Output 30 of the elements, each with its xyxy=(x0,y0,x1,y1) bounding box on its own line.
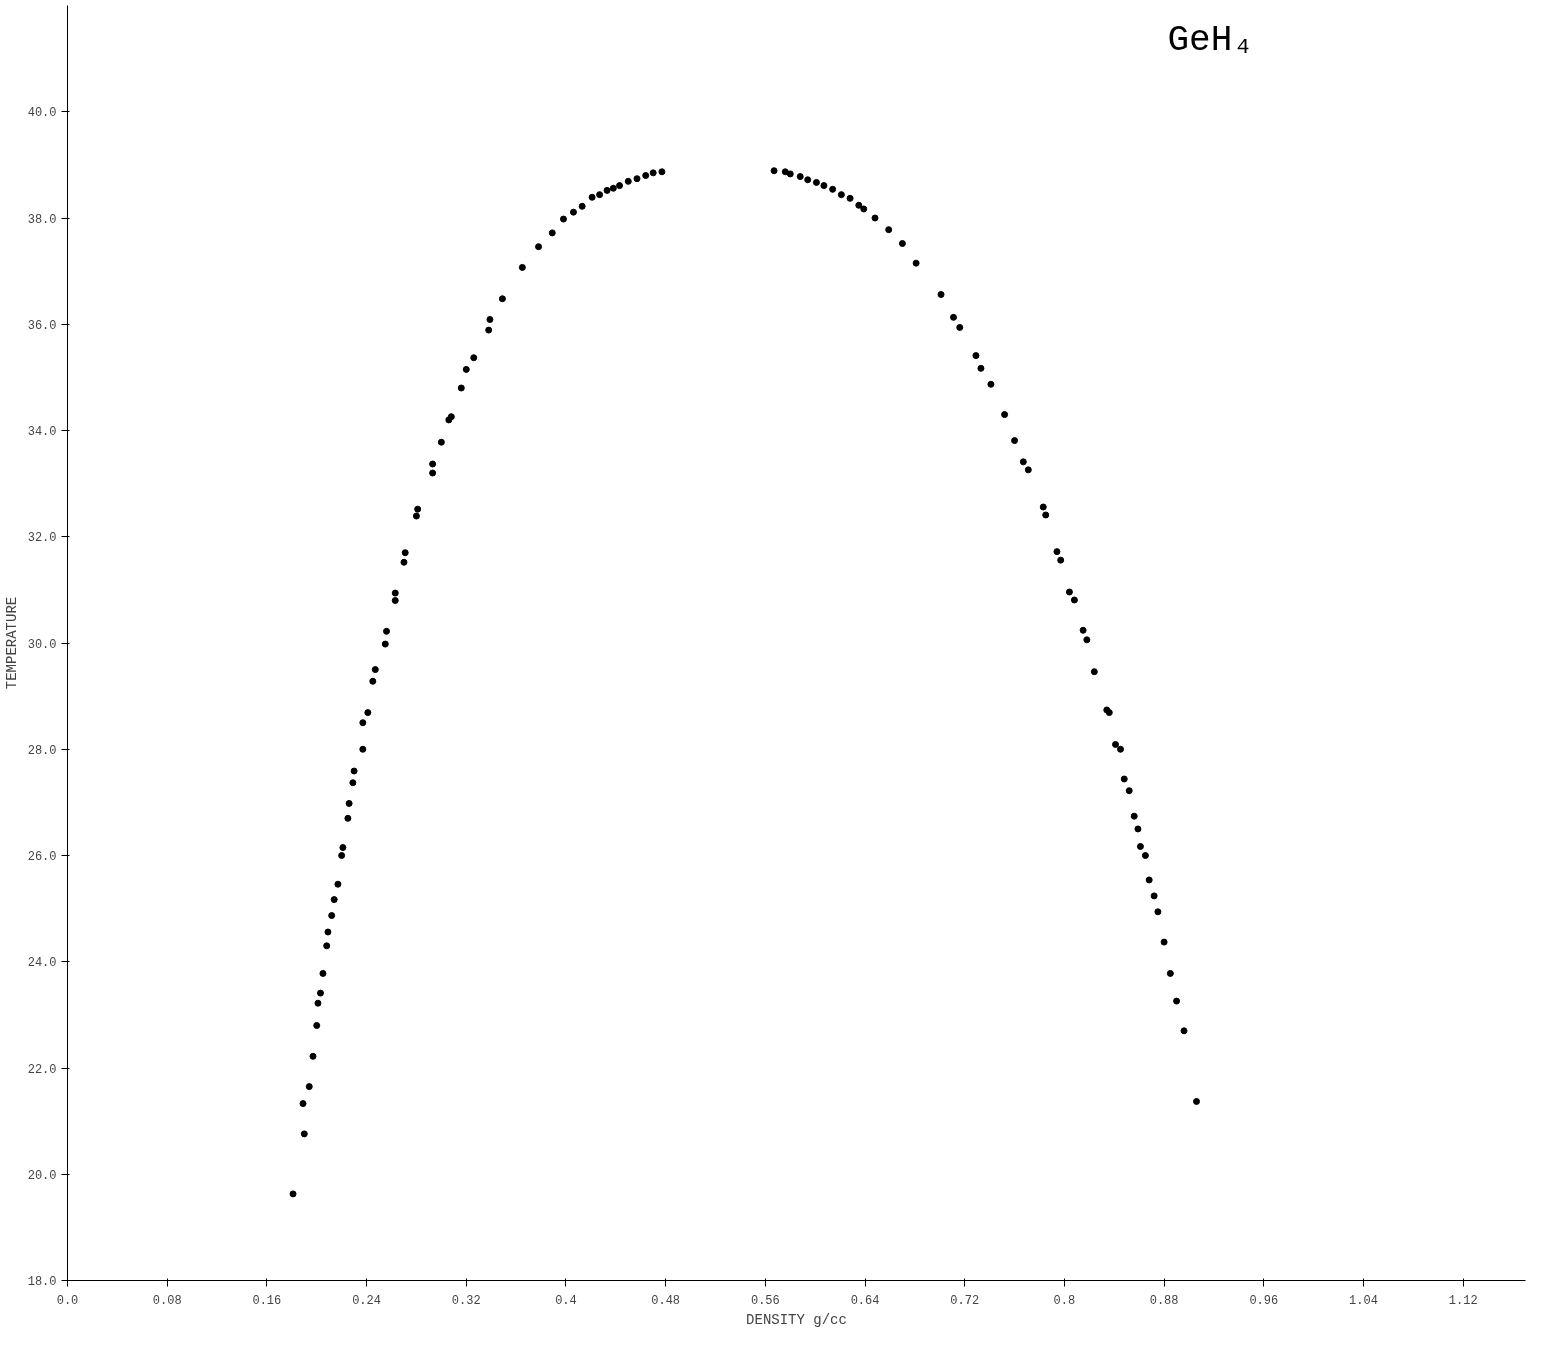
x-tick-label: 0.0 xyxy=(56,1293,79,1308)
y-tick-label: 18.0 xyxy=(27,1275,57,1289)
x-tick-label: 0.48 xyxy=(651,1293,681,1308)
y-tick-label: 32.0 xyxy=(27,531,57,546)
x-tick-label: 0.88 xyxy=(1149,1293,1179,1308)
y-tick-label: 24.0 xyxy=(27,956,57,971)
x-tick-label: 0.08 xyxy=(152,1293,182,1308)
y-tick-label: 22.0 xyxy=(27,1062,57,1077)
y-tick-label: 20.0 xyxy=(27,1168,57,1183)
y-tick-label: 30.0 xyxy=(27,637,57,652)
y-tick-label: 36.0 xyxy=(27,318,57,333)
x-tick-label: 0.8 xyxy=(1053,1293,1076,1308)
x-tick-label: 0.24 xyxy=(352,1293,381,1308)
y-tick-label: 40.0 xyxy=(27,106,57,121)
x-tick-label: 0.96 xyxy=(1249,1293,1279,1308)
y-tick-label: 34.0 xyxy=(27,425,57,439)
x-tick-label: 0.64 xyxy=(850,1293,880,1308)
y-tick-label: 38.0 xyxy=(27,212,57,227)
x-axis-title: DENSITY g/cc xyxy=(746,1311,847,1328)
x-tick-label: 1.12 xyxy=(1448,1293,1478,1308)
x-tick-label: 0.16 xyxy=(252,1293,282,1308)
x-tick-label: 1.04 xyxy=(1349,1293,1378,1308)
y-tick-label: 26.0 xyxy=(27,850,57,864)
x-tick-label: 0.72 xyxy=(950,1293,980,1308)
y-tick-label: 28.0 xyxy=(27,743,57,758)
x-tick-label: 0.32 xyxy=(451,1293,481,1308)
y-axis-title: TEMPERATURE xyxy=(3,596,20,690)
x-tick-label: 0.4 xyxy=(555,1293,577,1308)
chart-title: GeH₄ xyxy=(1167,19,1254,61)
x-tick-label: 0.56 xyxy=(750,1293,780,1308)
